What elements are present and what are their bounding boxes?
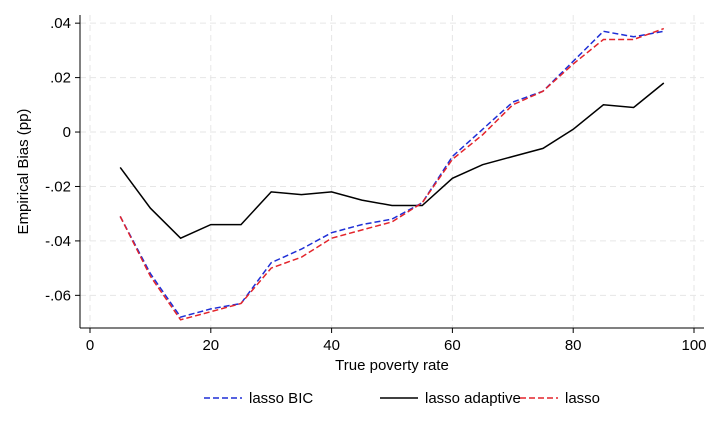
y-tick-label: .04 <box>50 15 71 32</box>
y-tick-label: 0 <box>63 124 71 141</box>
series-layer <box>119 27 665 321</box>
grid <box>80 15 704 328</box>
x-tick-label: 100 <box>681 337 706 354</box>
legend-label-lasso-adaptive: lasso adaptive <box>425 390 521 407</box>
x-axis-label: True poverty rate <box>335 357 449 374</box>
series-line-lasso-adaptive <box>119 82 665 240</box>
y-tick-label: -.04 <box>45 233 71 250</box>
y-tick-label: .02 <box>50 70 71 87</box>
series-line-lasso-bic <box>119 30 664 318</box>
series-line-lasso <box>119 27 665 321</box>
x-tick-label: 0 <box>86 337 94 354</box>
axes: .04 .02 0 -.02 -.04 -.06 0 20 40 60 80 100 <box>45 15 707 354</box>
x-tick-label: 20 <box>202 337 219 354</box>
legend: lasso BIC lasso adaptive lasso <box>204 390 600 407</box>
y-axis-label: Empirical Bias (pp) <box>15 109 32 235</box>
x-tick-label: 80 <box>565 337 582 354</box>
legend-label-lasso-bic: lasso BIC <box>249 390 313 407</box>
x-tick-label: 40 <box>323 337 340 354</box>
y-tick-label: -.06 <box>45 287 71 304</box>
legend-label-lasso: lasso <box>565 390 600 407</box>
x-tick-label: 60 <box>444 337 461 354</box>
y-tick-label: -.02 <box>45 178 71 195</box>
